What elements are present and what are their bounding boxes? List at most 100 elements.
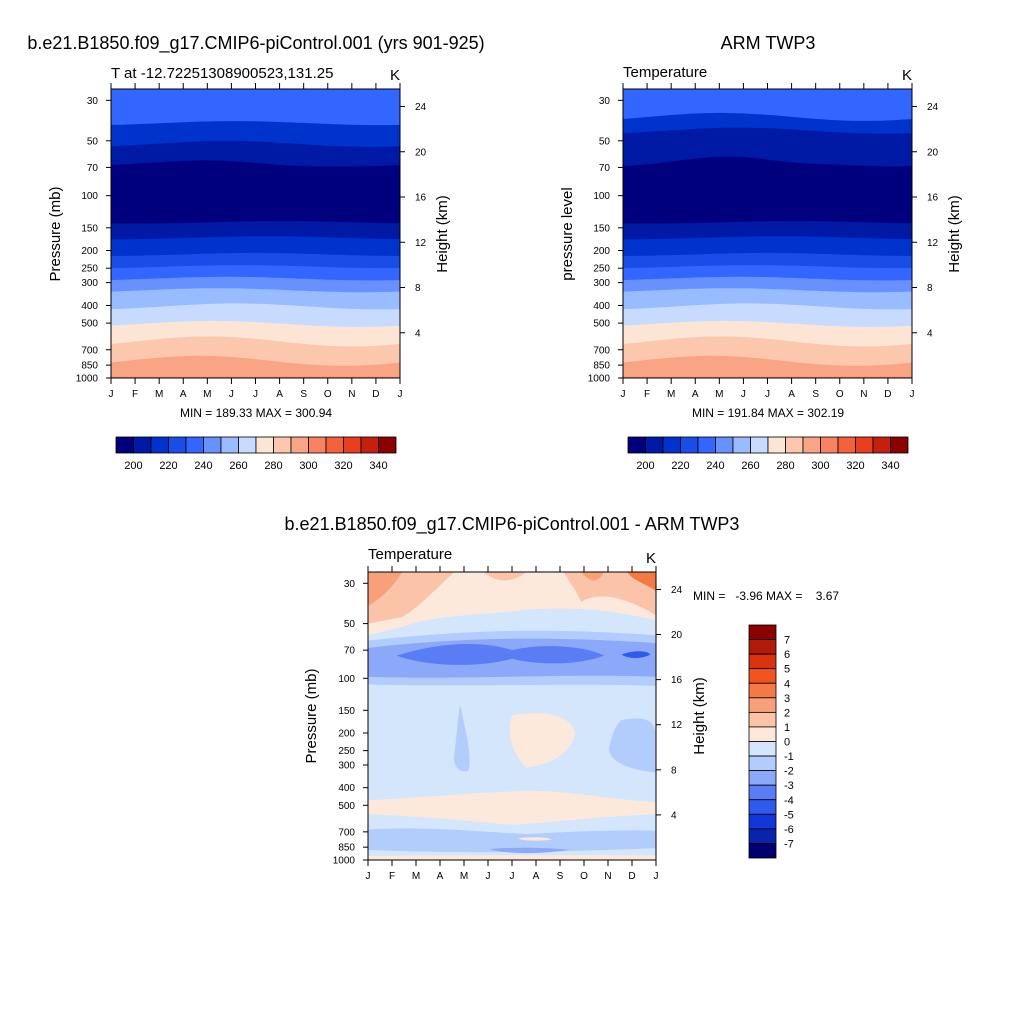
y-tick-label: 400 bbox=[81, 301, 98, 312]
x-tick-label: J bbox=[229, 389, 234, 400]
y-tick-label: 50 bbox=[599, 136, 611, 147]
x-tick-label: F bbox=[644, 389, 650, 400]
colorbar-swatch bbox=[325, 436, 344, 454]
y-tick-label: 250 bbox=[338, 746, 355, 757]
x-tick-label: O bbox=[836, 389, 844, 400]
contour-band bbox=[517, 837, 553, 841]
units-label: K bbox=[390, 67, 400, 84]
y-tick-label: 700 bbox=[81, 345, 98, 356]
colorbar-swatch bbox=[115, 436, 134, 454]
colorbar-swatch bbox=[785, 436, 804, 454]
colorbar-swatch bbox=[748, 784, 777, 801]
y-right-tick-label: 24 bbox=[415, 102, 427, 113]
colorbar-tick-label: -6 bbox=[784, 824, 794, 836]
x-tick-label: A bbox=[692, 389, 699, 400]
panel-model: b.e21.B1850.f09_g17.CMIP6-piControl.001 … bbox=[27, 33, 484, 472]
y-right-tick-label: 4 bbox=[415, 328, 421, 339]
colorbar-swatch bbox=[645, 436, 664, 454]
y-tick-label: 700 bbox=[593, 345, 610, 356]
x-tick-label: F bbox=[132, 389, 138, 400]
x-tick-label: A bbox=[788, 389, 795, 400]
colorbar-swatch bbox=[748, 741, 777, 757]
y-tick-label: 1000 bbox=[588, 374, 611, 385]
colorbar-swatch bbox=[715, 436, 734, 454]
colorbar-swatch bbox=[837, 436, 856, 454]
x-tick-label: S bbox=[812, 389, 819, 400]
y-tick-label: 150 bbox=[81, 223, 98, 234]
colorbar: 200 220 240 260 280 300 320 340 bbox=[627, 436, 909, 472]
y-right-tick-label: 20 bbox=[415, 147, 427, 158]
y-right-tick-label: 16 bbox=[415, 193, 427, 204]
y-tick-label: 850 bbox=[81, 361, 98, 372]
x-tick-label: A bbox=[180, 389, 187, 400]
colorbar-swatch bbox=[767, 436, 786, 454]
contour-band bbox=[581, 572, 605, 581]
y-tick-label: 50 bbox=[87, 136, 99, 147]
colorbar-tick-label: 1 bbox=[784, 722, 790, 734]
y-tick-label: 150 bbox=[338, 706, 355, 717]
colorbar-swatch bbox=[855, 436, 874, 454]
y-tick-label: 70 bbox=[599, 163, 611, 174]
x-tick-label: A bbox=[437, 871, 444, 882]
y-tick-label: 300 bbox=[338, 760, 355, 771]
colorbar-swatch bbox=[748, 755, 777, 772]
axes: J F M A M J J A S O N D J 30 50 70 100 150 200 250 300 400 500… bbox=[333, 566, 683, 882]
x-tick-label: D bbox=[884, 389, 891, 400]
x-tick-label: N bbox=[860, 389, 867, 400]
y-tick-label: 100 bbox=[338, 674, 355, 685]
colorbar-swatch bbox=[872, 436, 891, 454]
colorbar-tick-label: 200 bbox=[124, 460, 142, 472]
colorbar-swatch bbox=[220, 436, 239, 454]
contour-band bbox=[368, 572, 403, 606]
contour-band bbox=[111, 355, 400, 378]
x-tick-label: S bbox=[557, 871, 564, 882]
x-tick-label: D bbox=[628, 871, 635, 882]
colorbar-swatch bbox=[748, 653, 777, 670]
colorbar-tick-label: 6 bbox=[784, 649, 790, 661]
colorbar-tick-label: -1 bbox=[784, 751, 794, 763]
colorbar-tick-label: -7 bbox=[784, 838, 794, 850]
x-tick-label: J bbox=[741, 389, 746, 400]
y-axis-right-label: Height (km) bbox=[434, 195, 451, 273]
colorbar-tick-label: 300 bbox=[811, 460, 829, 472]
y-tick-label: 1000 bbox=[76, 374, 99, 385]
colorbar-swatch bbox=[748, 828, 777, 844]
colorbar-swatch bbox=[732, 436, 751, 454]
x-tick-label: J bbox=[253, 389, 258, 400]
contour-band bbox=[627, 572, 656, 591]
x-tick-label: S bbox=[300, 389, 307, 400]
colorbar-tick-label: 4 bbox=[784, 678, 790, 690]
x-tick-label: M bbox=[715, 389, 723, 400]
colorbar-tick-label: 340 bbox=[881, 460, 899, 472]
contour-field bbox=[111, 89, 400, 378]
y-tick-label: 300 bbox=[81, 278, 98, 289]
panel-subtitle: Temperature bbox=[368, 546, 452, 563]
y-tick-label: 250 bbox=[593, 264, 610, 275]
x-tick-label: N bbox=[348, 389, 355, 400]
colorbar-tick-label: -5 bbox=[784, 809, 794, 821]
colorbar-swatch bbox=[802, 436, 821, 454]
colorbar: 7 6 5 4 3 2 1 0 -1 -2 -3 -4 -5 -6 -7 bbox=[748, 624, 794, 859]
contour-band bbox=[368, 828, 656, 853]
panel-title: b.e21.B1850.f09_g17.CMIP6-piControl.001 … bbox=[285, 514, 740, 535]
colorbar-swatch bbox=[748, 813, 777, 830]
panel-difference: b.e21.B1850.f09_g17.CMIP6-piControl.001 … bbox=[285, 514, 840, 882]
colorbar-swatch bbox=[360, 436, 379, 454]
y-tick-label: 200 bbox=[338, 728, 355, 739]
y-tick-label: 200 bbox=[593, 246, 610, 257]
x-tick-label: J bbox=[109, 389, 114, 400]
x-tick-label: O bbox=[324, 389, 332, 400]
x-tick-label: J bbox=[398, 389, 403, 400]
y-tick-label: 700 bbox=[338, 827, 355, 838]
contour-band bbox=[621, 651, 651, 659]
y-axis-label: Pressure (mb) bbox=[47, 186, 64, 281]
y-right-tick-label: 24 bbox=[671, 585, 683, 596]
y-tick-label: 50 bbox=[344, 619, 356, 630]
y-right-tick-label: 16 bbox=[671, 675, 683, 686]
colorbar-tick-label: 300 bbox=[299, 460, 317, 472]
y-tick-label: 70 bbox=[344, 646, 356, 657]
colorbar-swatch bbox=[308, 436, 327, 454]
colorbar-tick-label: -2 bbox=[784, 766, 794, 778]
contour-band bbox=[623, 355, 912, 378]
